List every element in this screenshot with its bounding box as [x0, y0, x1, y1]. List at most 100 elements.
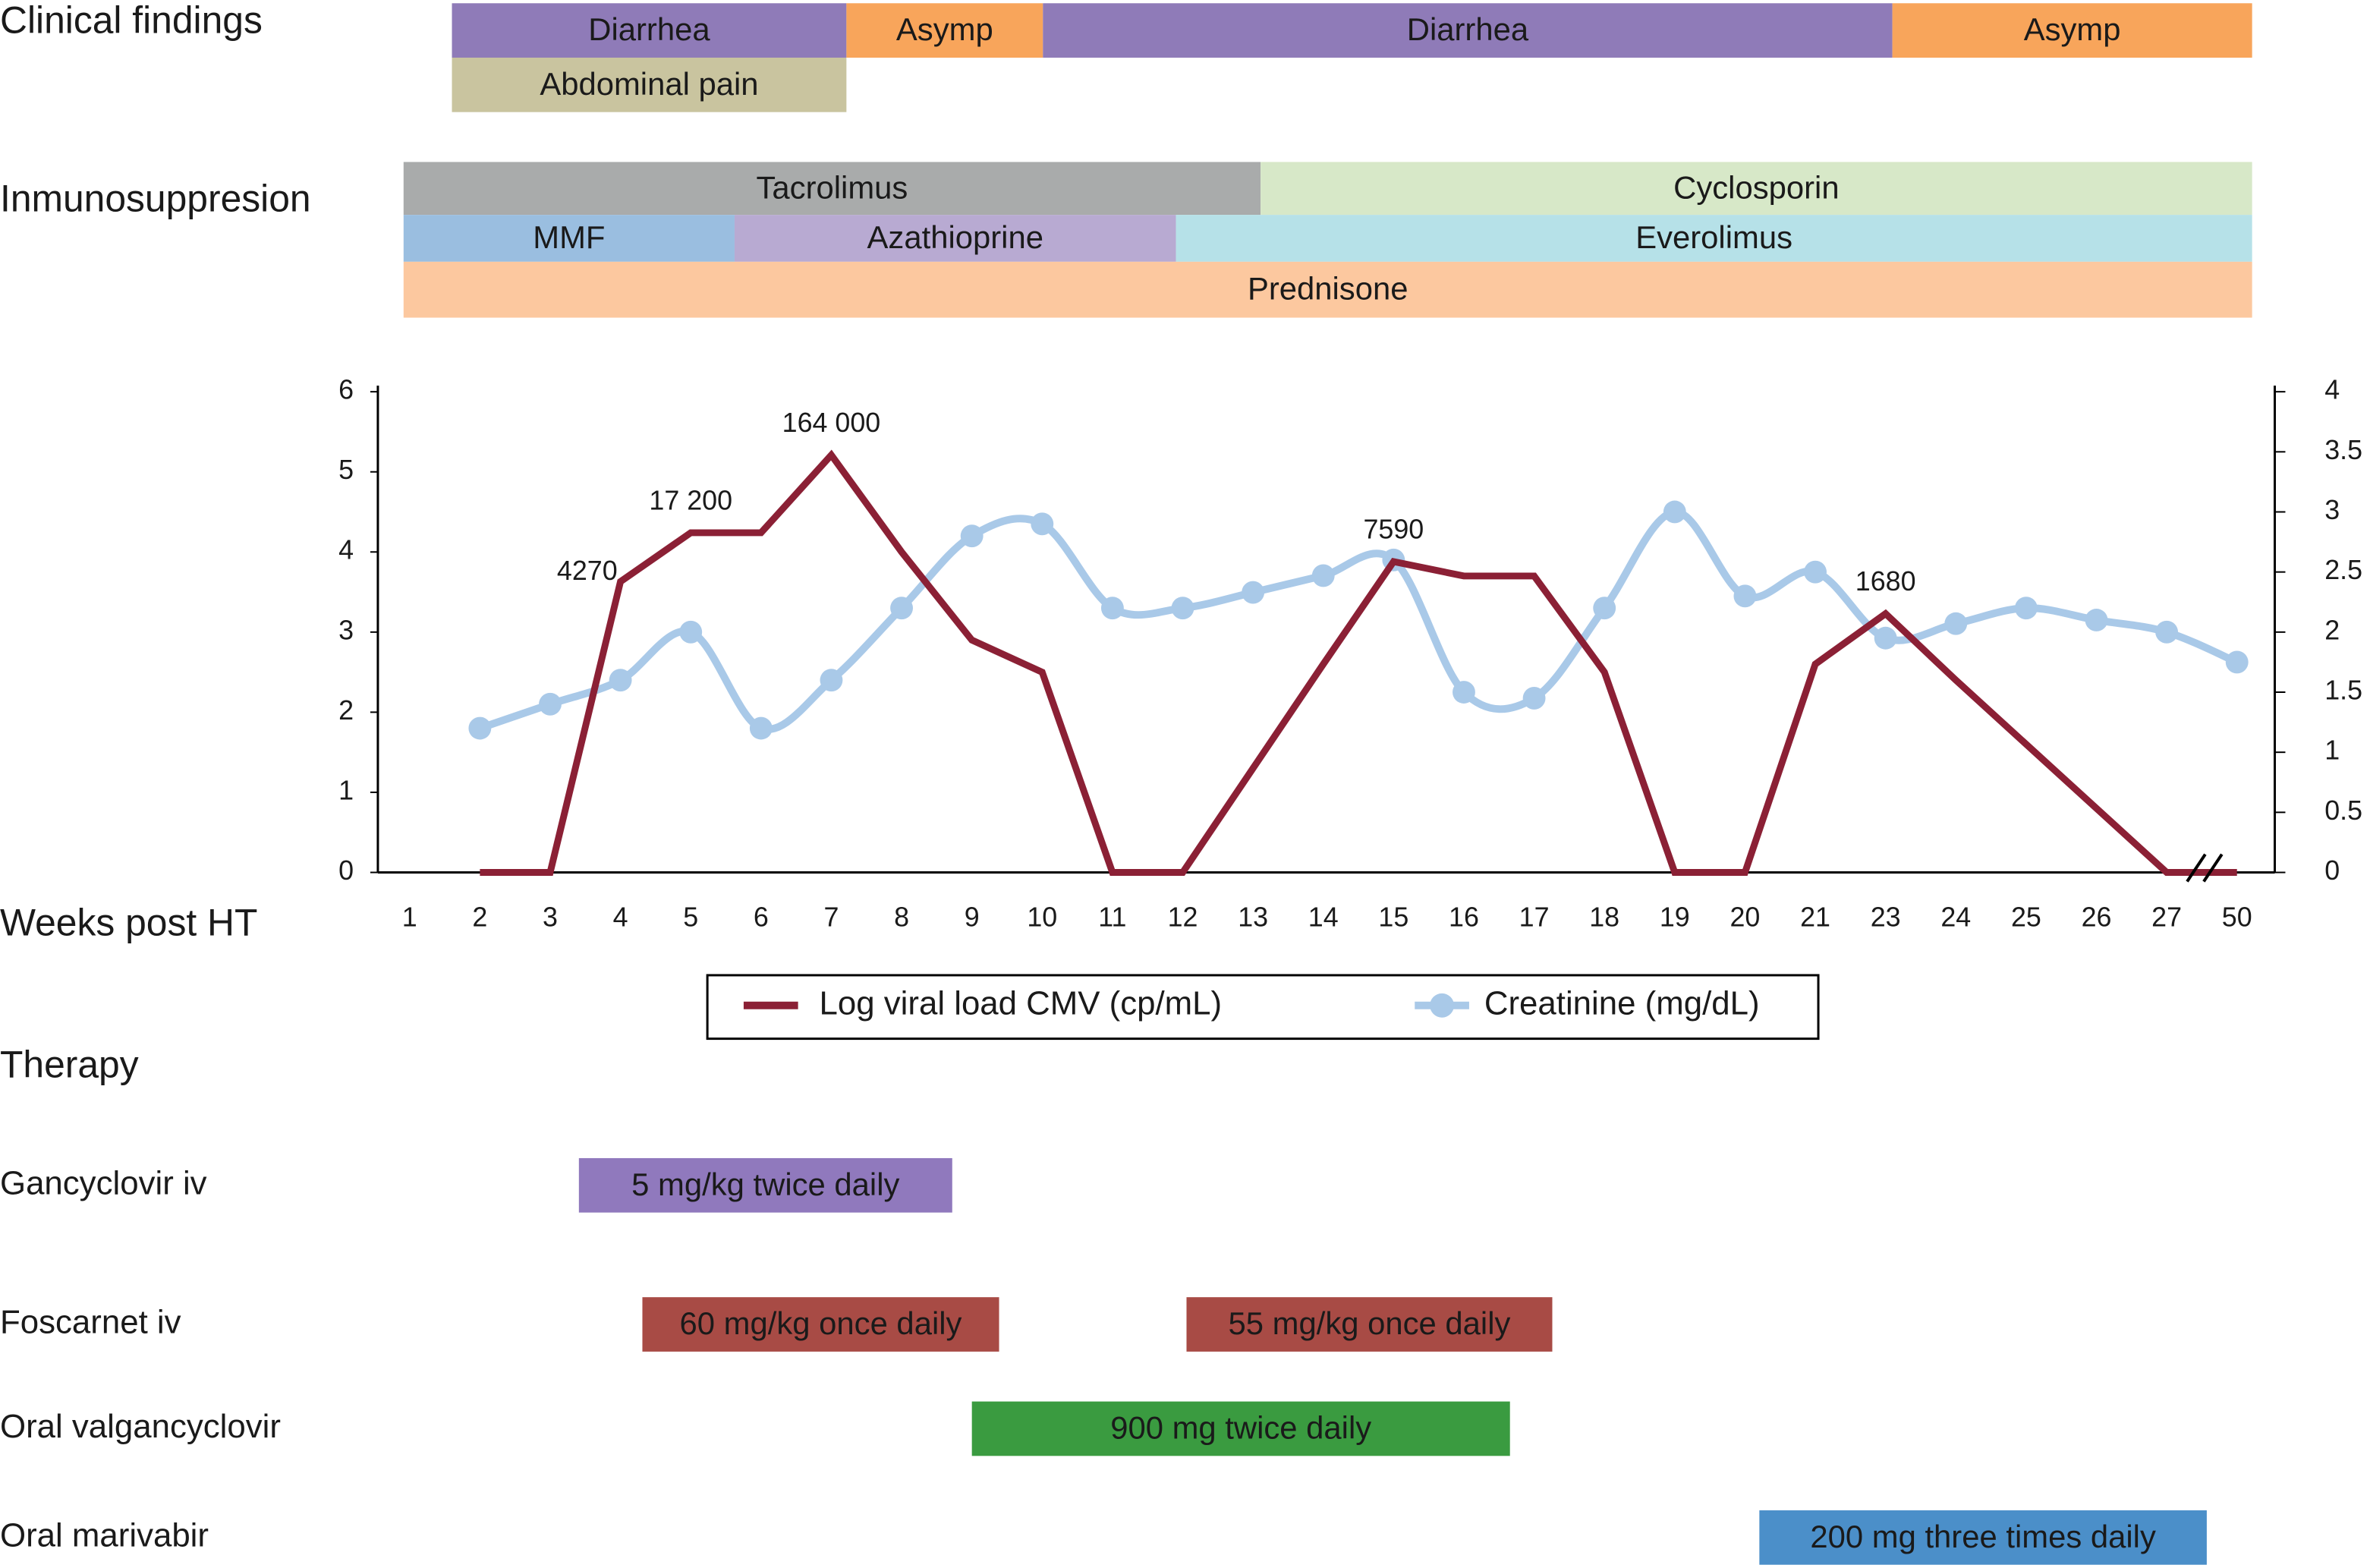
- section-title: Inmunosuppresion: [0, 177, 311, 219]
- x-tick-label: 7: [823, 902, 839, 933]
- creatinine-point: [1733, 584, 1757, 608]
- data-label: 17 200: [649, 486, 732, 516]
- drug-bar-label: Tacrolimus: [757, 169, 908, 205]
- creatinine-point: [820, 669, 843, 692]
- y2-tick-label: 3.5: [2324, 435, 2362, 465]
- creatinine-point: [1031, 512, 1054, 536]
- x-tick-label: 12: [1168, 902, 1198, 933]
- x-tick-label: 25: [2011, 902, 2041, 933]
- axis-break: [2202, 853, 2224, 883]
- therapy-label: Gancyclovir iv: [0, 1164, 207, 1201]
- legend-label: Log viral load CMV (cp/mL): [820, 984, 1223, 1022]
- drug-bar-label: Prednisone: [1248, 271, 1408, 307]
- section-title: Therapy: [0, 1044, 139, 1086]
- creatinine-point: [468, 716, 492, 740]
- finding-bar: [1043, 3, 1893, 58]
- creatinine-point: [539, 692, 562, 716]
- y2-tick-label: 0: [2324, 855, 2340, 886]
- x-tick-label: 1: [402, 902, 417, 933]
- x-tick-label: 13: [1238, 902, 1268, 933]
- drug-bar: [734, 215, 1176, 262]
- drug-bar: [403, 162, 1261, 216]
- y-tick-label: 6: [338, 375, 354, 405]
- drug-bar-label: Azathioprine: [867, 219, 1043, 255]
- x-tick-label: 14: [1308, 902, 1339, 933]
- drug-bar: [403, 261, 2252, 318]
- therapy-label: Oral marivabir: [0, 1516, 209, 1554]
- x-tick-label: 27: [2151, 902, 2182, 933]
- therapy-bar: [1759, 1510, 2207, 1565]
- x-tick-label: 18: [1589, 902, 1619, 933]
- y-tick-label: 1: [338, 775, 354, 805]
- y-tick-label: 4: [338, 535, 354, 565]
- creatinine-point: [1242, 581, 1265, 604]
- section-title: Clinical findings: [0, 0, 263, 41]
- creatinine-point: [890, 597, 913, 620]
- y2-tick-label: 3: [2324, 495, 2340, 525]
- drug-bar: [1176, 215, 2252, 262]
- cmv-line: [480, 449, 2237, 876]
- x-tick-label: 26: [2082, 902, 2112, 933]
- data-label: 164 000: [782, 408, 881, 438]
- creatinine-point: [1663, 500, 1686, 524]
- y2-tick-label: 0.5: [2324, 795, 2362, 826]
- creatinine-point: [1311, 564, 1335, 587]
- finding-bar-label: Asymp: [2024, 11, 2121, 47]
- creatinine-point: [679, 620, 703, 644]
- x-tick-label: 50: [2222, 902, 2252, 933]
- data-label: 7590: [1363, 515, 1424, 545]
- x-tick-label: 10: [1027, 902, 1057, 933]
- y-tick-label: 3: [338, 615, 354, 645]
- x-tick-label: 4: [613, 902, 628, 933]
- legend-box: [706, 974, 1820, 1041]
- x-tick-label: 8: [894, 902, 909, 933]
- x-tick-label: 21: [1800, 902, 1830, 933]
- therapy-bar-label: 55 mg/kg once daily: [1229, 1305, 1511, 1341]
- drug-bar-label: Cyclosporin: [1673, 169, 1839, 205]
- finding-bar-label: Diarrhea: [588, 11, 710, 47]
- creatinine-point: [2155, 620, 2179, 644]
- creatinine-point: [1804, 560, 1827, 584]
- x-tick-label: 15: [1378, 902, 1408, 933]
- x-tick-label: 5: [683, 902, 698, 933]
- finding-bar: [452, 3, 847, 58]
- therapy-label: Oral valgancyclovir: [0, 1408, 281, 1445]
- y2-tick-label: 2.5: [2324, 555, 2362, 585]
- x-tick-label: 24: [1940, 902, 1971, 933]
- therapy-bar: [1186, 1297, 1553, 1352]
- legend-swatch: [1430, 993, 1455, 1018]
- finding-bar-label: Diarrhea: [1407, 11, 1529, 47]
- creatinine-point: [2085, 609, 2108, 631]
- y2-tick-label: 4: [2324, 375, 2340, 405]
- x-tick-label: 11: [1098, 902, 1126, 933]
- creatinine-point: [609, 669, 632, 692]
- x-tick-label: 2: [472, 902, 487, 933]
- therapy-bar-label: 200 mg three times daily: [1810, 1519, 2156, 1554]
- drug-bar: [403, 215, 735, 262]
- creatinine-point: [1453, 681, 1475, 704]
- drug-bar: [1261, 162, 2252, 216]
- x-tick-label: 20: [1730, 902, 1760, 933]
- creatinine-point: [2014, 597, 2038, 620]
- x-tick-label: 19: [1660, 902, 1690, 933]
- data-label: 1680: [1855, 566, 1916, 597]
- therapy-label: Foscarnet iv: [0, 1304, 181, 1341]
- x-tick-label: 23: [1871, 902, 1901, 933]
- y-tick-label: 5: [338, 455, 354, 485]
- y-tick-label: 2: [338, 695, 354, 726]
- therapy-bar-label: 900 mg twice daily: [1110, 1410, 1371, 1446]
- creatinine-point: [1874, 626, 1897, 650]
- creatinine-point: [1171, 597, 1194, 620]
- y2-tick-label: 1.5: [2324, 675, 2362, 705]
- x-tick-label: 16: [1449, 902, 1479, 933]
- drug-bar-label: MMF: [533, 219, 605, 255]
- therapy-bar: [642, 1297, 999, 1352]
- data-label: 4270: [557, 556, 618, 586]
- finding-bar: [1892, 3, 2252, 58]
- creatinine-point: [749, 716, 773, 740]
- y-tick-label: 0: [338, 855, 354, 886]
- creatinine-point: [1944, 612, 1968, 635]
- creatinine-point: [1593, 597, 1616, 620]
